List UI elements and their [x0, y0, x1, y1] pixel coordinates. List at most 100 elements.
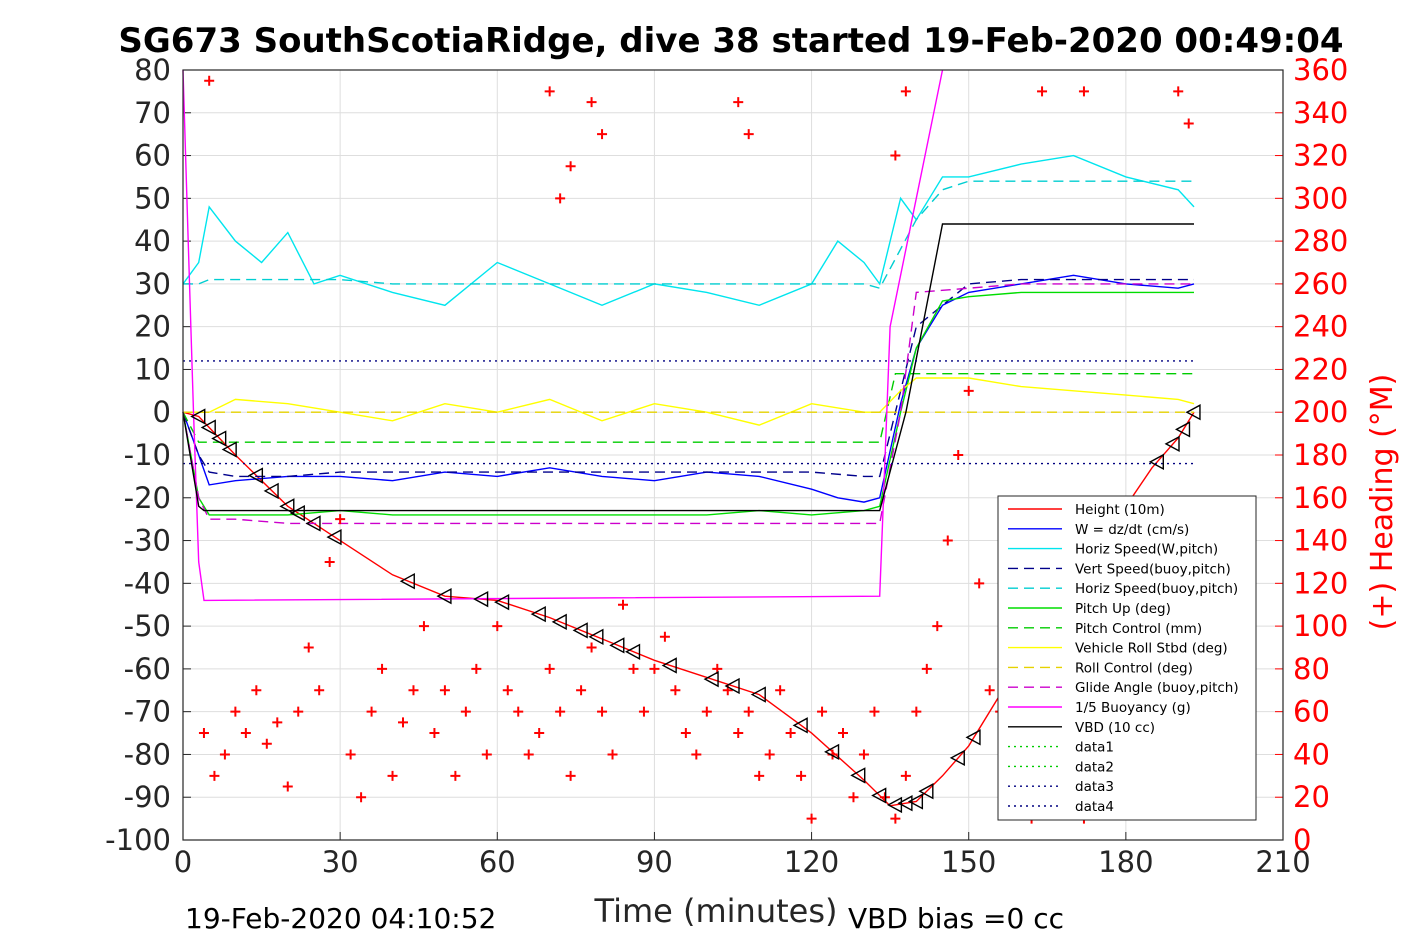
dive-marker — [305, 515, 321, 532]
dive-marker — [703, 670, 719, 688]
y-tick-label: -50 — [124, 609, 171, 643]
right-tick-label: 180 — [1293, 438, 1348, 472]
heading-point — [219, 749, 230, 760]
x-tick-label: 60 — [479, 845, 516, 879]
footer-vbd-bias: VBD bias =0 cc — [848, 902, 1064, 935]
dive-marker — [965, 729, 981, 746]
dive-marker — [263, 482, 279, 500]
right-tick-label: 80 — [1293, 652, 1330, 686]
x-tick-label: 120 — [784, 845, 839, 879]
dive-marker — [1185, 404, 1201, 421]
heading-point — [879, 792, 890, 803]
heading-point — [586, 97, 597, 108]
heading-point — [900, 770, 911, 781]
heading-point — [429, 728, 440, 739]
legend-entry: Roll Control (deg) — [1075, 660, 1193, 676]
heading-point — [932, 621, 943, 632]
legend-entry: Horiz Speed(buoy,pitch) — [1075, 581, 1238, 597]
dive-marker — [824, 743, 840, 761]
heading-point — [796, 770, 807, 781]
heading-point — [659, 631, 670, 642]
heading-point — [691, 749, 702, 760]
chart-title: SG673 SouthScotiaRidge, dive 38 started … — [118, 21, 1343, 61]
heading-point — [356, 792, 367, 803]
heading-point — [754, 770, 765, 781]
heading-point — [555, 706, 566, 717]
dive-marker — [289, 505, 305, 522]
legend: Height (10m) W = dz/dt (cm/s) Horiz Speed(… — [997, 495, 1257, 821]
series-line — [183, 180, 1194, 290]
series-line — [182, 69, 944, 602]
right-tick-label: 280 — [1293, 224, 1348, 258]
y-tick-label: 60 — [134, 139, 171, 173]
dive-marker — [609, 637, 625, 654]
heading-point — [555, 193, 566, 204]
y-tick-label: 40 — [134, 224, 171, 258]
heading-point — [303, 642, 314, 653]
heading-point — [398, 717, 408, 728]
heading-point — [565, 161, 576, 172]
heading-point — [534, 728, 545, 739]
y-tick-label: -30 — [124, 524, 171, 558]
right-tick-label: 260 — [1293, 267, 1348, 301]
right-tick-label: 60 — [1293, 695, 1330, 729]
y-tick-label: -90 — [124, 780, 171, 814]
dive-marker — [1164, 435, 1180, 453]
heading-point — [345, 749, 356, 760]
legend-entry: Vehicle Roll Stbd (deg) — [1075, 641, 1228, 657]
legend-entry: Horiz Speed(W,pitch) — [1075, 542, 1218, 558]
heading-point — [293, 706, 304, 717]
dive-marker — [279, 498, 295, 515]
heading-point — [785, 728, 796, 739]
right-tick-label: 20 — [1293, 780, 1330, 814]
legend-entry: data3 — [1075, 779, 1114, 795]
right-tick-label: 220 — [1293, 352, 1348, 386]
legend-entry: Vert Speed(buoy,pitch) — [1075, 561, 1231, 577]
dive-marker — [918, 783, 934, 800]
right-tick-label: 0 — [1293, 823, 1311, 857]
heading-point — [282, 781, 293, 792]
legend-box — [997, 495, 1257, 821]
heading-point — [251, 685, 262, 696]
heading-point — [618, 599, 628, 610]
legend-entry: Pitch Up (deg) — [1075, 601, 1171, 617]
heading-point — [638, 706, 649, 717]
dive-marker — [792, 717, 808, 734]
dive-marker — [551, 613, 567, 631]
y-tick-label: -80 — [124, 737, 171, 771]
y-axis-ticks: 80 70 60 50 40 30 20 10 0 -10 -20 -30 -40 -50 -60 -70 -8… — [105, 53, 191, 857]
x-tick-label: 90 — [636, 845, 673, 879]
heading-point — [387, 770, 398, 781]
series-line — [182, 278, 1194, 478]
dive-markers — [190, 404, 1201, 814]
heading-point — [335, 514, 346, 525]
right-tick-label: 240 — [1293, 310, 1348, 344]
heading-point — [597, 129, 608, 140]
heading-point — [963, 385, 974, 396]
right-tick-label: 340 — [1293, 96, 1348, 130]
heading-point — [921, 663, 932, 674]
right-tick-label: 300 — [1293, 181, 1348, 215]
heading-point — [743, 129, 754, 140]
heading-point — [492, 621, 503, 632]
y-tick-label: -100 — [105, 823, 171, 857]
heading-point — [324, 556, 335, 567]
heading-point — [817, 706, 828, 717]
heading-point — [1183, 118, 1194, 129]
series-line — [182, 154, 1195, 307]
dive-marker — [661, 657, 677, 674]
heading-point — [900, 86, 911, 97]
dive-marker — [200, 419, 216, 436]
heading-point — [869, 706, 880, 717]
heading-point — [377, 663, 388, 674]
right-tick-label: 140 — [1293, 524, 1348, 558]
heading-point — [764, 749, 775, 760]
heading-point — [953, 450, 964, 460]
series-line — [182, 223, 1194, 512]
legend-entry: data4 — [1075, 799, 1114, 815]
heading-point — [680, 728, 691, 739]
heading-point — [628, 663, 639, 674]
heading-point — [366, 706, 377, 717]
